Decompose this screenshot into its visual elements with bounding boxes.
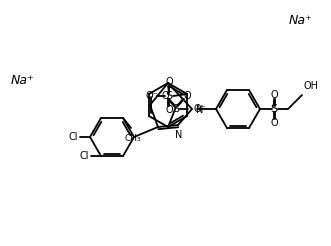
Text: O: O <box>161 91 169 101</box>
Text: O: O <box>165 77 173 87</box>
Text: O: O <box>183 91 191 101</box>
Text: Cl: Cl <box>68 132 78 142</box>
Text: O: O <box>270 90 278 100</box>
Text: O⁻: O⁻ <box>146 91 159 101</box>
Text: S: S <box>166 91 172 101</box>
Text: N: N <box>196 105 203 115</box>
Text: S: S <box>270 104 278 114</box>
Text: OH: OH <box>304 81 319 91</box>
Text: N: N <box>175 130 183 140</box>
Text: O⁻: O⁻ <box>194 104 207 114</box>
Text: Na⁺: Na⁺ <box>10 74 34 87</box>
Text: Na⁺: Na⁺ <box>288 14 312 27</box>
Text: CH₃: CH₃ <box>125 134 141 143</box>
Text: O: O <box>165 105 173 115</box>
Text: Cl: Cl <box>79 151 89 161</box>
Text: O: O <box>270 118 278 128</box>
Text: S: S <box>172 104 179 114</box>
